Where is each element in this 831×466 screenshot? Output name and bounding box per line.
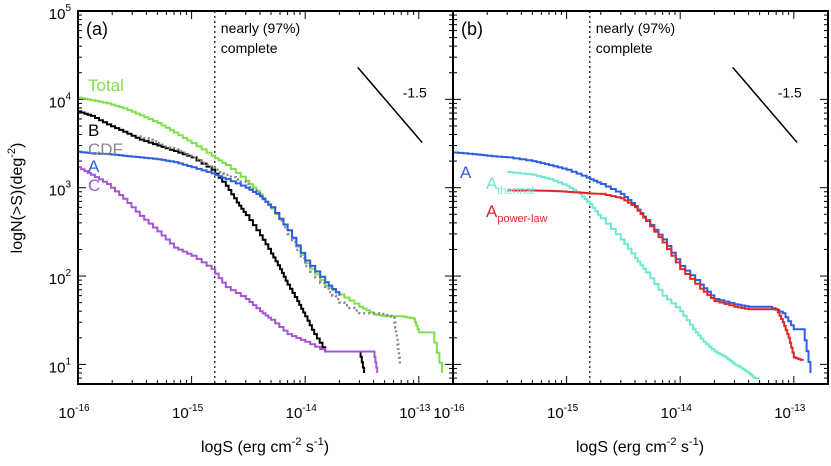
series-line-a-power-law bbox=[507, 189, 804, 361]
panel-b: 10-16 10-15 10-14 10-13 nearly (97%) complete… bbox=[433, 10, 829, 422]
series-label: Total bbox=[88, 76, 124, 95]
panel-label: (a) bbox=[86, 19, 108, 39]
x-axis-label: logS (erg cm-2 s-1) bbox=[576, 436, 704, 456]
x-tick-label: 10-16 bbox=[58, 403, 90, 422]
y-tick-label: 102 bbox=[49, 268, 72, 288]
y-tick-label: 103 bbox=[49, 180, 72, 200]
completeness-text: nearly (97%) bbox=[221, 20, 300, 36]
x-tick-label: 10-13 bbox=[774, 403, 806, 422]
series-group bbox=[453, 151, 812, 380]
x-tick-label: 10-16 bbox=[433, 403, 465, 422]
series-label: A bbox=[88, 157, 100, 176]
y-tick-label: 105 bbox=[49, 3, 72, 23]
slope-reference-line bbox=[357, 66, 423, 143]
plot-frame bbox=[452, 10, 829, 385]
panel-label: (b) bbox=[461, 19, 483, 39]
x-tick-label: 10-15 bbox=[172, 403, 204, 422]
series-label: C bbox=[88, 176, 100, 195]
x-axis-label: logS (erg cm-2 s-1) bbox=[201, 436, 329, 456]
x-tick-label: 10-13 bbox=[399, 403, 431, 422]
series-line-c bbox=[78, 166, 379, 373]
series-label: Athermal bbox=[486, 174, 534, 197]
slope-label: -1.5 bbox=[778, 84, 802, 100]
series-label: A bbox=[460, 163, 472, 182]
series-line-a bbox=[78, 150, 341, 296]
panel-a: 10-16 10-15 10-14 10-13 101 102 103 104 105 nearl… bbox=[49, 3, 454, 422]
series-line-b bbox=[78, 110, 366, 373]
slope-label: -1.5 bbox=[403, 84, 427, 100]
x-tick-label: 10-14 bbox=[661, 403, 693, 422]
completeness-text: complete bbox=[221, 40, 278, 56]
slope-reference-line bbox=[732, 66, 798, 143]
completeness-text: nearly (97%) bbox=[596, 20, 675, 36]
x-tick-label: 10-15 bbox=[547, 403, 579, 422]
series-group bbox=[78, 96, 443, 373]
series-label: CDF bbox=[88, 140, 123, 159]
series-label: B bbox=[88, 121, 99, 140]
x-tick-label: 10-14 bbox=[286, 403, 318, 422]
y-tick-label: 101 bbox=[49, 356, 72, 376]
y-tick-label: 104 bbox=[49, 91, 72, 111]
completeness-text: complete bbox=[596, 40, 653, 56]
series-label: Apower-law bbox=[486, 202, 548, 225]
y-axis-label: logN(>S)(deg-2) bbox=[6, 143, 26, 254]
series-line-a-thermal bbox=[507, 171, 760, 380]
